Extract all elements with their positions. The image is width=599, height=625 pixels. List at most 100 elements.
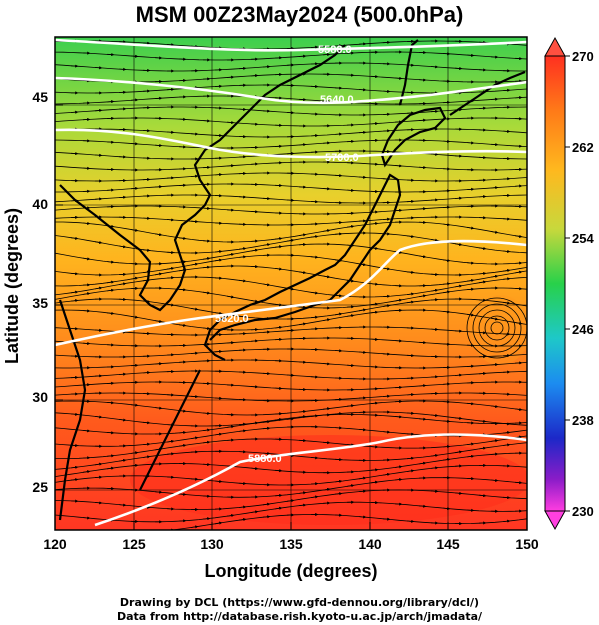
low-pressure-swirl	[478, 309, 516, 347]
wind-arrow	[83, 221, 91, 226]
wind-arrow	[431, 288, 439, 292]
contour-label: 5640.0	[320, 94, 354, 106]
wind-arrow	[275, 506, 283, 510]
wind-arrow	[95, 197, 103, 201]
wind-arrow	[203, 428, 211, 432]
wind-arrow	[419, 294, 427, 298]
contour-line-5880	[94, 433, 527, 527]
wind-arrow	[371, 282, 379, 286]
colorbar: 270 262 254 246 238 230	[544, 36, 594, 531]
y-tick-label: 35	[32, 295, 48, 311]
wind-arrow	[239, 315, 247, 319]
colorbar-label: 230	[572, 504, 594, 519]
wind-arrow	[347, 484, 355, 488]
wind-arrow	[311, 495, 319, 499]
wind-arrow	[311, 235, 319, 239]
wind-arrow	[515, 321, 523, 325]
wind-arrow	[155, 232, 163, 237]
wind-arrow	[83, 470, 91, 474]
wind-arrow	[467, 226, 475, 230]
colorbar-underflow-arrow	[544, 510, 566, 531]
wind-arrow	[83, 257, 91, 261]
y-tick-label: 25	[32, 479, 48, 495]
wind-arrow	[239, 255, 247, 259]
wind-arrow	[515, 270, 523, 274]
wind-arrow	[407, 292, 415, 296]
wind-arrow	[503, 519, 511, 523]
wind-arrow	[335, 412, 343, 416]
wind-arrow	[275, 325, 283, 330]
wind-arrow	[455, 416, 463, 420]
wind-arrow	[95, 286, 103, 290]
colorbar-ticks	[565, 55, 570, 512]
wind-arrow	[155, 272, 163, 276]
wind-arrow	[275, 267, 283, 271]
wind-arrow	[71, 412, 79, 416]
wind-arrow	[371, 310, 379, 314]
wind-arrow	[491, 439, 499, 443]
colorbar-label: 262	[572, 140, 594, 155]
sakhalin-coast	[398, 39, 419, 106]
wind-arrow	[275, 245, 283, 249]
wind-arrow	[419, 461, 427, 465]
korea-china-coast	[59, 44, 346, 312]
wind-arrow	[407, 519, 415, 523]
wind-arrow	[203, 265, 211, 269]
wind-arrow	[455, 284, 463, 288]
wind-arrow	[431, 453, 439, 458]
wind-arrow	[215, 432, 223, 436]
wind-arrow	[455, 242, 463, 247]
wind-arrow	[359, 489, 367, 493]
wind-arrow	[143, 533, 149, 534]
wind-arrow	[215, 479, 223, 484]
wind-arrow	[395, 76, 403, 80]
wind-arrow	[263, 515, 271, 519]
wind-arrow	[167, 452, 175, 456]
wind-arrow	[251, 299, 259, 303]
wind-arrow	[107, 311, 115, 315]
wind-arrow	[455, 450, 463, 454]
wind-arrow	[503, 269, 511, 273]
wind-arrow	[503, 443, 511, 447]
wind-arrow	[143, 248, 151, 252]
wind-arrow	[155, 319, 163, 323]
wind-arrow	[419, 384, 427, 388]
wind-arrow	[407, 456, 415, 460]
wind-arrow	[359, 308, 367, 312]
wind-arrow	[179, 492, 187, 496]
wind-arrow	[371, 468, 379, 472]
wind-arrow	[119, 458, 127, 463]
wind-arrow	[179, 236, 187, 240]
wind-arrow	[239, 247, 247, 251]
wind-arrow	[335, 232, 343, 236]
wind-arrow	[191, 262, 199, 266]
wind-arrow	[479, 494, 487, 498]
contour-label: 5700.0	[325, 152, 359, 164]
wind-arrow	[395, 415, 403, 419]
wind-arrow	[347, 314, 355, 318]
wind-arrow	[143, 442, 151, 446]
wind-arrow	[107, 454, 115, 458]
wind-arrow	[239, 518, 247, 522]
wind-arrow	[119, 503, 127, 507]
wind-arrow	[503, 277, 511, 281]
wind-arrow	[371, 401, 379, 405]
wind-arrow	[395, 465, 403, 469]
wind-arrow	[227, 295, 235, 299]
wind-arrow	[227, 425, 235, 429]
wind-arrow	[479, 446, 487, 450]
japan-kyushu-honshu	[203, 173, 402, 361]
wind-arrow	[263, 243, 271, 247]
wind-arrow	[71, 299, 79, 303]
colorbar-label: 238	[572, 413, 594, 428]
wind-arrow	[323, 441, 331, 445]
map-field: 5580.0 5640.0 5700.0 5820.0 5880.0	[55, 37, 527, 534]
wind-arrow	[515, 481, 523, 485]
low-pressure-swirl	[472, 303, 522, 353]
wind-arrow	[347, 225, 355, 229]
wind-arrow	[299, 322, 307, 326]
contour-line-5700	[55, 128, 527, 159]
wind-arrow	[503, 301, 511, 305]
wind-arrow	[251, 248, 259, 252]
wind-arrow	[335, 479, 343, 484]
